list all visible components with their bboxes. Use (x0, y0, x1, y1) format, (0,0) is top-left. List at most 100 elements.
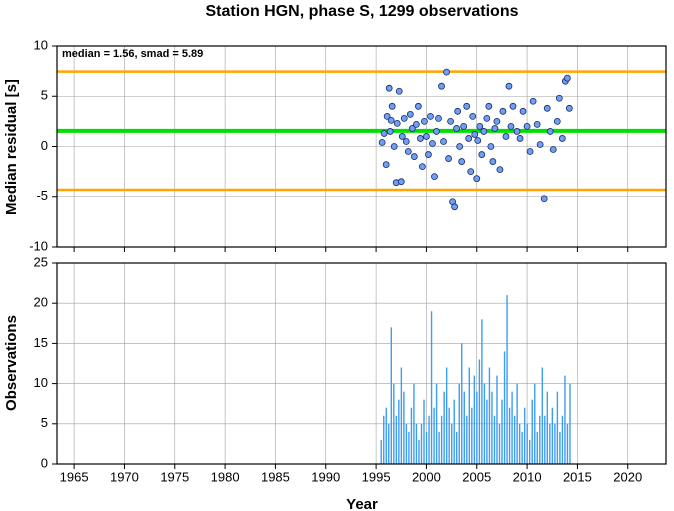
data-point (540, 195, 548, 203)
y-tick-label: 10 (34, 375, 48, 390)
data-point (393, 119, 401, 127)
data-point (471, 131, 479, 138)
x-tick-label: 1985 (261, 469, 290, 484)
data-point (478, 151, 486, 158)
data-point (483, 114, 491, 122)
bar (385, 407, 387, 464)
y-tick-label: 5 (41, 415, 48, 430)
data-point (408, 125, 416, 132)
data-point (456, 143, 464, 150)
bar (400, 367, 403, 464)
data-point (467, 168, 475, 176)
bar (398, 399, 400, 464)
bar (440, 415, 443, 464)
data-point (460, 123, 468, 130)
data-point (469, 112, 477, 120)
bar (508, 407, 511, 464)
data-point (516, 135, 524, 142)
bar (445, 367, 448, 464)
bar (390, 327, 392, 464)
x-tick-label: 2020 (613, 469, 642, 484)
data-point (454, 107, 462, 115)
annotation: median = 1.56, smad = 5.89 (62, 48, 203, 60)
bar (523, 407, 526, 464)
x-tick-label: 2015 (563, 469, 592, 484)
data-point (445, 155, 452, 162)
bar (511, 391, 513, 464)
bar (471, 407, 473, 464)
bar (380, 439, 382, 464)
bar (564, 375, 566, 464)
y-axis-title: Median residual [s] (3, 79, 20, 215)
x-tick-label: 1990 (311, 469, 340, 484)
bar (539, 415, 541, 464)
data-point (443, 68, 450, 76)
y-tick-label: 15 (34, 335, 48, 350)
data-point (509, 102, 517, 110)
bar (468, 367, 471, 464)
data-point (451, 203, 459, 211)
data-point (397, 178, 405, 186)
data-point (433, 128, 440, 135)
data-point (425, 151, 432, 158)
data-point (431, 173, 438, 181)
bar (438, 431, 440, 464)
bar (466, 415, 468, 464)
data-point (491, 125, 499, 132)
x-axis-title: Year (346, 496, 378, 511)
x-tick-label: 2000 (412, 469, 441, 484)
data-point (487, 143, 495, 150)
bar (430, 311, 433, 464)
data-point (529, 97, 537, 105)
data-point (390, 143, 398, 150)
bar (435, 383, 438, 464)
bar (450, 423, 453, 464)
data-point (416, 135, 424, 142)
data-point (536, 141, 544, 148)
bar (458, 383, 460, 464)
bar (428, 415, 430, 464)
bar (561, 415, 564, 464)
y-tick-label: -5 (36, 188, 48, 203)
data-point (429, 140, 436, 147)
bar (476, 391, 478, 464)
data-point (453, 125, 461, 132)
bar (393, 383, 395, 464)
data-point (402, 138, 410, 145)
data-point (499, 107, 507, 115)
bar (410, 407, 413, 464)
bar (544, 415, 546, 464)
plot-frame (56, 45, 667, 248)
data-point (386, 128, 394, 135)
data-point (553, 117, 561, 125)
y-tick-label: 10 (34, 37, 48, 52)
y-axis-title: Observations (3, 315, 20, 411)
bar (491, 391, 493, 464)
data-point (438, 82, 445, 90)
bar (554, 423, 556, 464)
chart-title: Station HGN, phase S, 1299 observations (206, 3, 519, 20)
data-point (383, 112, 391, 120)
data-point (558, 135, 566, 142)
bar (569, 383, 571, 464)
x-tick-label: 1965 (60, 469, 89, 484)
bar (566, 423, 569, 464)
bar (551, 407, 554, 464)
data-point (414, 102, 422, 110)
bar (418, 439, 420, 464)
data-point (502, 133, 510, 140)
bar (443, 391, 445, 464)
bar (483, 383, 486, 464)
data-point (543, 104, 551, 112)
plot-frame (56, 262, 667, 465)
bar (463, 391, 465, 464)
data-point (404, 148, 412, 155)
data-point (546, 128, 554, 135)
data-point (412, 120, 420, 128)
y-tick-label: 0 (41, 455, 48, 470)
data-point (410, 153, 418, 160)
bar (488, 367, 491, 464)
data-point (378, 139, 386, 146)
data-point (476, 123, 484, 130)
